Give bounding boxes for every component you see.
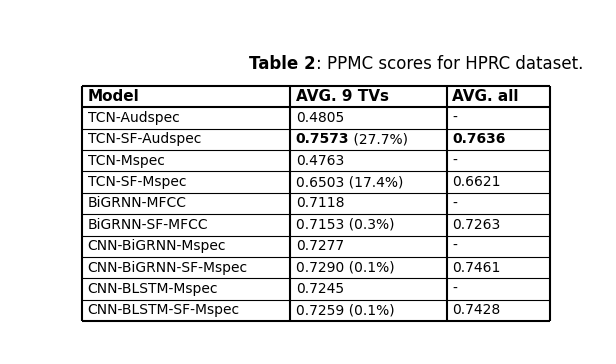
Text: BiGRNN-MFCC: BiGRNN-MFCC (87, 197, 187, 210)
Text: -: - (452, 282, 457, 296)
Text: AVG. 9 TVs: AVG. 9 TVs (296, 89, 389, 104)
Text: 0.6621: 0.6621 (452, 175, 501, 189)
Text: 0.7153 (0.3%): 0.7153 (0.3%) (296, 218, 394, 232)
Text: 0.7461: 0.7461 (452, 261, 501, 275)
Text: -: - (452, 111, 457, 125)
Text: TCN-SF-Audspec: TCN-SF-Audspec (87, 132, 201, 146)
Text: 0.6503 (17.4%): 0.6503 (17.4%) (296, 175, 403, 189)
Text: CNN-BLSTM-SF-Mspec: CNN-BLSTM-SF-Mspec (87, 304, 240, 317)
Text: -: - (452, 197, 457, 210)
Text: 0.7277: 0.7277 (296, 239, 344, 253)
Text: AVG. all: AVG. all (452, 89, 519, 104)
Text: : PPMC scores for HPRC dataset.: : PPMC scores for HPRC dataset. (316, 55, 583, 73)
Text: 0.7118: 0.7118 (296, 197, 344, 210)
Text: (27.7%): (27.7%) (349, 132, 408, 146)
Text: 0.7573: 0.7573 (296, 132, 349, 146)
Text: Table 2: Table 2 (249, 55, 316, 73)
Text: TCN-Mspec: TCN-Mspec (87, 154, 164, 168)
Text: BiGRNN-SF-MFCC: BiGRNN-SF-MFCC (87, 218, 208, 232)
Text: CNN-BiGRNN-SF-Mspec: CNN-BiGRNN-SF-Mspec (87, 261, 248, 275)
Text: Model: Model (87, 89, 139, 104)
Text: 0.7245: 0.7245 (296, 282, 344, 296)
Text: TCN-Audspec: TCN-Audspec (87, 111, 179, 125)
Text: -: - (452, 154, 457, 168)
Text: CNN-BiGRNN-Mspec: CNN-BiGRNN-Mspec (87, 239, 226, 253)
Text: 0.7636: 0.7636 (452, 132, 506, 146)
Text: 0.7259 (0.1%): 0.7259 (0.1%) (296, 304, 394, 317)
Text: 0.7428: 0.7428 (452, 304, 501, 317)
Text: 0.4763: 0.4763 (296, 154, 344, 168)
Text: 0.7290 (0.1%): 0.7290 (0.1%) (296, 261, 394, 275)
Text: TCN-SF-Mspec: TCN-SF-Mspec (87, 175, 186, 189)
Text: 0.4805: 0.4805 (296, 111, 344, 125)
Text: -: - (452, 239, 457, 253)
Text: CNN-BLSTM-Mspec: CNN-BLSTM-Mspec (87, 282, 218, 296)
Text: 0.7263: 0.7263 (452, 218, 501, 232)
